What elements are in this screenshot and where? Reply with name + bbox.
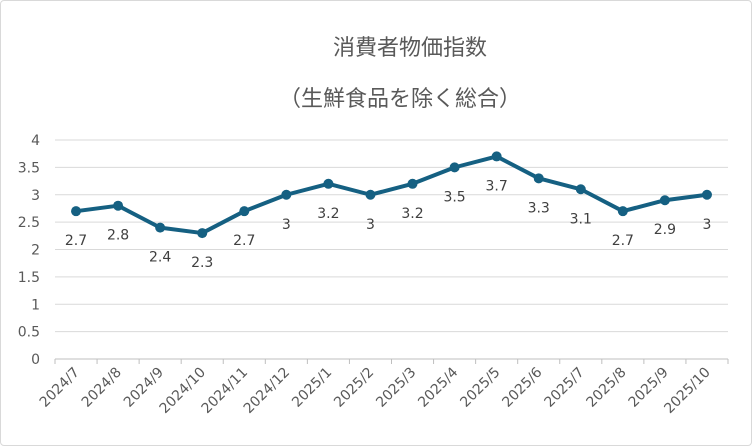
data-label: 3.1 [570,211,592,227]
data-point [281,189,292,200]
data-point [155,222,166,233]
y-tick-label: 3 [31,188,40,204]
y-tick-label: 3.5 [18,160,40,176]
data-label: 3.7 [486,178,508,194]
x-tick-label: 2025/7 [541,365,587,411]
data-point [449,162,460,173]
x-tick-label: 2025/2 [331,365,377,411]
data-point [113,200,124,211]
chart-title-line2: （生鮮食品を除く総合） [279,87,521,112]
data-label: 3.2 [401,206,423,222]
data-point [239,206,250,217]
x-tick-label: 2025/8 [584,365,630,411]
y-tick-label: 2.5 [18,215,40,231]
x-tick-label: 2025/1 [289,365,335,411]
data-point [659,195,670,206]
data-label: 2.7 [233,233,255,249]
chart-title-line1: 消費者物価指数 [333,36,487,61]
series-line [75,154,708,236]
data-label: 3 [366,217,375,233]
y-tick-label: 1.5 [18,270,40,286]
x-tick-label: 2025/3 [373,365,419,411]
x-tick-label: 2025/5 [457,365,503,411]
y-tick-label: 1 [31,297,40,313]
x-tick-label: 2025/6 [499,364,545,410]
data-label: 3 [282,217,291,233]
x-tick-label: 2025/10 [661,365,713,417]
data-label: 2.3 [191,255,213,271]
x-tick-label: 2024/7 [37,365,83,411]
data-point [701,189,712,200]
data-label: 3.2 [317,206,339,222]
data-point [197,228,208,239]
data-label: 2.4 [149,250,171,266]
data-label: 2.7 [65,233,87,249]
data-point [323,178,334,189]
data-label: 3.3 [528,200,550,216]
data-label: 2.7 [612,233,634,249]
data-point [407,178,418,189]
y-tick-label: 0 [31,352,40,368]
x-tick-label: 2024/8 [79,365,125,411]
data-label: 2.8 [107,228,129,244]
y-tick-label: 2 [31,243,40,259]
data-label: 3.5 [443,189,465,205]
data-point [617,206,628,217]
data-point [575,184,586,195]
data-point [71,206,82,217]
y-tick-label: 4 [31,133,40,149]
x-tick-label: 2024/12 [241,365,293,417]
data-label: 3 [703,217,712,233]
data-label: 2.9 [654,222,676,238]
y-tick-label: 0.5 [18,325,40,341]
x-tick-label: 2025/4 [415,364,461,410]
data-point [491,151,502,162]
data-point [533,173,544,184]
data-point [365,189,376,200]
